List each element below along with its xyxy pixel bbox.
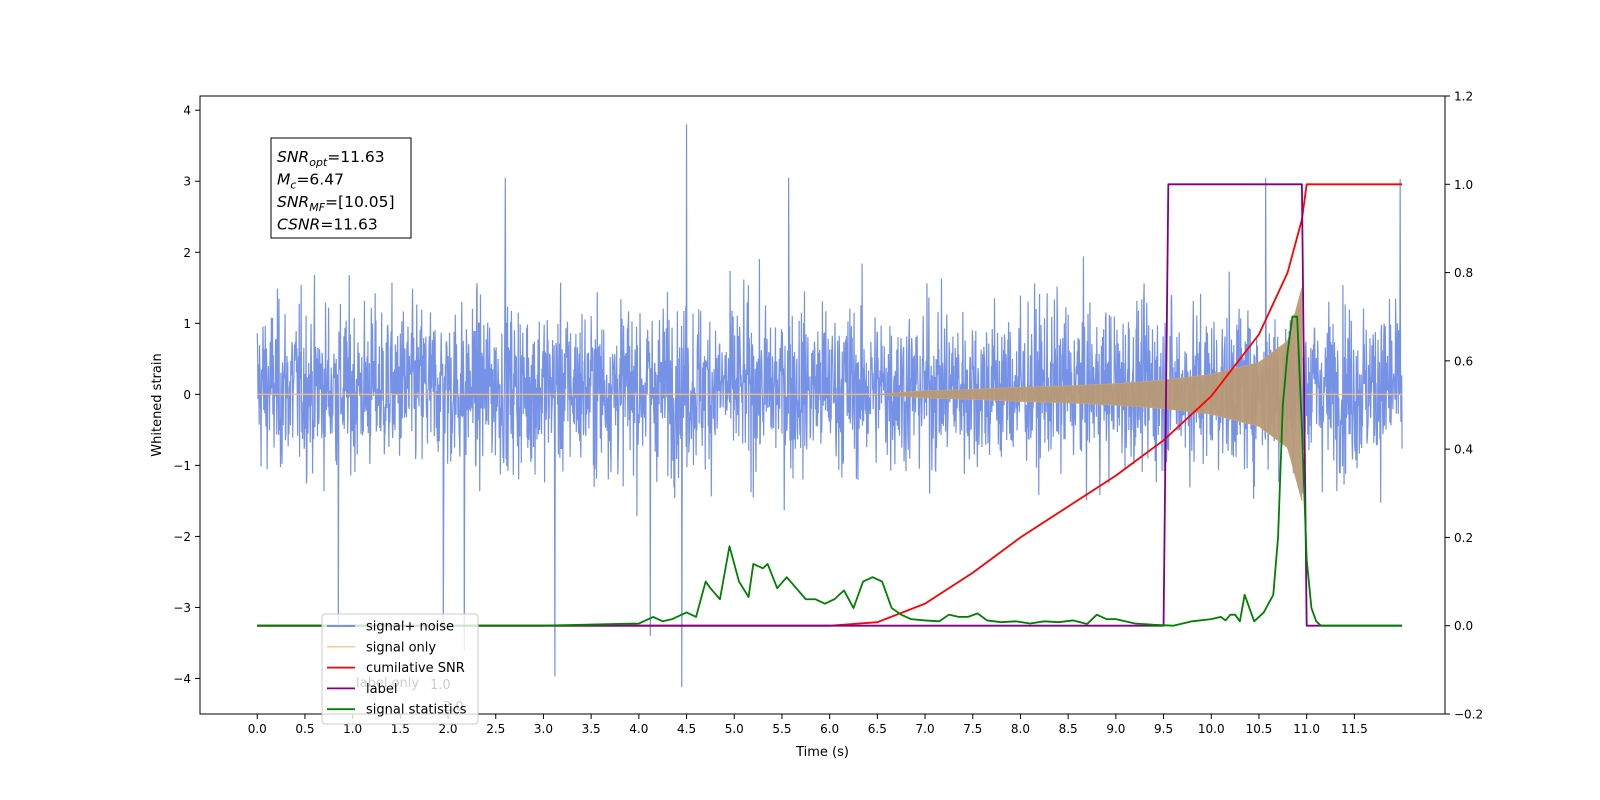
x-tick-label: 10.0 xyxy=(1198,722,1225,736)
x-tick-label: 7.5 xyxy=(963,722,982,736)
x-tick-label: 6.5 xyxy=(868,722,887,736)
annotation-subscript: c xyxy=(290,179,296,192)
x-axis-label: Time (s) xyxy=(795,745,849,760)
y-tick-label: −4 xyxy=(173,672,191,686)
x-tick-label: 8.0 xyxy=(1011,722,1030,736)
annotation-symbol: M xyxy=(277,171,290,189)
x-tick-label: 2.0 xyxy=(438,722,457,736)
annotation-subscript: MF xyxy=(309,201,325,214)
annotation-symbol: SNR xyxy=(277,193,309,211)
x-tick-label: 5.0 xyxy=(725,722,744,736)
traces xyxy=(256,124,1403,688)
annotation-frame xyxy=(270,137,412,239)
annotation-symbol: CSNR xyxy=(277,216,320,234)
annotation-value: =11.63 xyxy=(327,148,384,166)
x-tick-label: 0.0 xyxy=(248,722,267,736)
annotation-value: =[10.05] xyxy=(325,193,394,211)
x-tick-label: 7.0 xyxy=(916,722,935,736)
x-tick-label: 4.5 xyxy=(677,722,696,736)
metrics-annotation-box: SNRopt=11.63Mc=6.47SNRMF=[10.05]CSNR=11.… xyxy=(270,137,412,239)
annotation-line: SNRMF=[10.05] xyxy=(277,193,395,214)
plot-area xyxy=(256,124,1403,688)
y-tick-label: 0 xyxy=(183,388,191,402)
x-tick-label: 10.5 xyxy=(1246,722,1273,736)
annotation-line: CSNR=11.63 xyxy=(277,216,378,234)
axes-frame xyxy=(199,95,1446,715)
axes: 0.0 0.5 1.0 1.5 2.0 2.5 3.0 3.5 4.0 4.5 5.0 5.5 6.0 6… xyxy=(173,90,1483,737)
legend-label: signal statistics xyxy=(366,703,467,718)
y-tick-label: −1 xyxy=(173,459,191,473)
annotation-symbol: SNR xyxy=(277,148,309,166)
annotation-line: SNRopt=11.63 xyxy=(277,148,385,169)
y-tick-label: 3 xyxy=(183,175,191,189)
x-tick-label: 1.0 xyxy=(343,722,362,736)
x-tick-label: 1.5 xyxy=(391,722,410,736)
y-right-tick-label: 0.0 xyxy=(1454,619,1473,633)
legend-label: signal only xyxy=(366,640,436,655)
legend-frame xyxy=(321,613,479,725)
x-tick-label: 9.5 xyxy=(1154,722,1173,736)
y-tick-label: 4 xyxy=(183,104,191,118)
x-tick-label: 11.0 xyxy=(1293,722,1320,736)
x-tick-label: 9.0 xyxy=(1106,722,1125,736)
annotation-value: =11.63 xyxy=(320,216,377,234)
y-right-tick-label: 0.6 xyxy=(1454,354,1473,368)
y-right-tick-label: 0.2 xyxy=(1454,531,1473,545)
x-tick-label: 2.5 xyxy=(486,722,505,736)
y-right-tick-label: 0.4 xyxy=(1454,443,1473,457)
y-right-tick-label: 0.8 xyxy=(1454,266,1473,280)
x-tick-label: 6.0 xyxy=(820,722,839,736)
x-tick-label: 0.5 xyxy=(295,722,314,736)
x-tick-label: 3.5 xyxy=(582,722,601,736)
y-tick-label: 2 xyxy=(183,246,191,260)
x-tick-label: 11.5 xyxy=(1341,722,1368,736)
x-tick-label: 3.0 xyxy=(534,722,553,736)
x-tick-label: 4.0 xyxy=(629,722,648,736)
y-right-tick-label: −0.2 xyxy=(1454,708,1483,722)
y-right-tick-label: 1.0 xyxy=(1454,178,1473,192)
series-cumilative-snr xyxy=(257,183,1403,627)
x-tick-label: 5.5 xyxy=(772,722,791,736)
annotation-value: =6.47 xyxy=(296,171,344,189)
y-tick-label: −2 xyxy=(173,530,191,544)
series-signal-noise xyxy=(256,124,1403,688)
legend-label: label xyxy=(366,682,397,697)
series-signal-statistics xyxy=(257,315,1403,627)
annotation-line: Mc=6.47 xyxy=(277,171,344,192)
y-axis-label: Whitened strain xyxy=(150,353,165,456)
x-tick-label: 8.5 xyxy=(1059,722,1078,736)
annotation-subscript: opt xyxy=(309,156,328,169)
series-signal-only-envelope xyxy=(877,287,1303,502)
y-tick-label: 1 xyxy=(183,317,191,331)
legend-label: signal+ noise xyxy=(366,620,454,635)
legend-label: cumilative SNR xyxy=(366,661,465,676)
y-right-tick-label: 1.2 xyxy=(1454,90,1473,104)
y-tick-label: −3 xyxy=(173,601,191,615)
